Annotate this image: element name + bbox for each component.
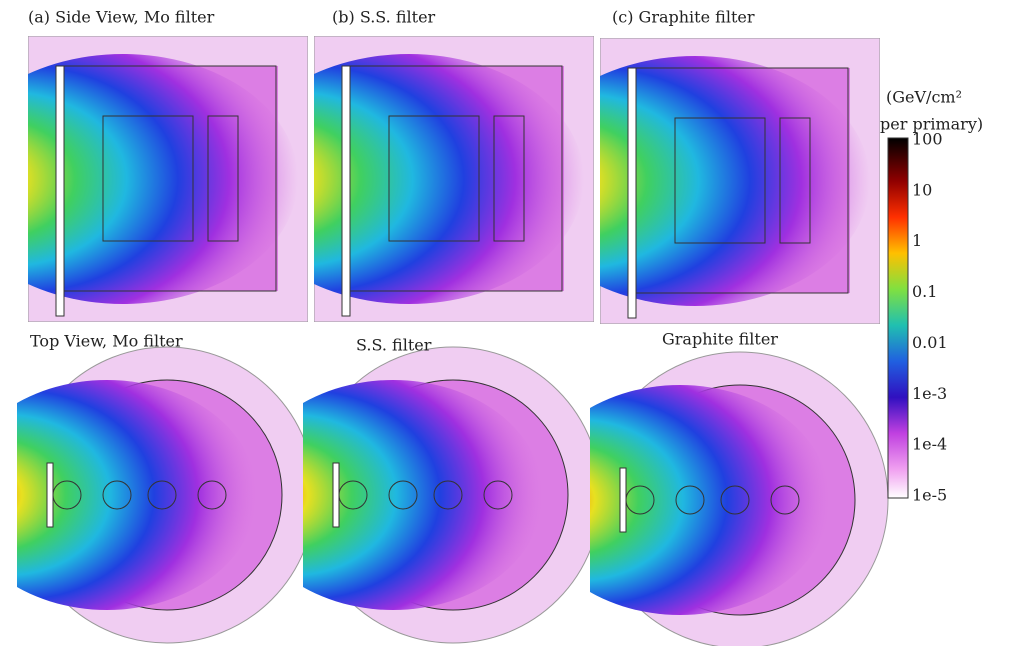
panel-title: S.S. filter bbox=[356, 336, 432, 355]
colorbar-ticks: 100 10 1 0.1 0.01 1e-3 1e-4 1e-5 bbox=[912, 130, 948, 505]
panel-title: (a) Side View, Mo filter bbox=[28, 8, 215, 27]
panel-title: Top View, Mo filter bbox=[30, 332, 183, 351]
top-views bbox=[0, 347, 888, 646]
colorbar-tick-label: 1e-3 bbox=[912, 384, 947, 403]
colorbar-tick-label: 0.01 bbox=[912, 333, 948, 352]
colorbar-tick-label: 1e-4 bbox=[912, 435, 947, 454]
heatmap bbox=[0, 36, 308, 322]
colorbar-tick-label: 10 bbox=[912, 180, 932, 199]
side-views bbox=[0, 36, 880, 324]
panel-title: (b) S.S. filter bbox=[332, 8, 436, 27]
panel-title: (c) Graphite filter bbox=[612, 8, 755, 27]
colorbar: (GeV/cm² per primary) 1001010.10.011e-31… bbox=[880, 88, 983, 505]
colorbar-units: (GeV/cm² bbox=[886, 88, 962, 107]
heatmap bbox=[0, 347, 315, 643]
colorbar-tick-label: 0.1 bbox=[912, 282, 937, 301]
colorbar-scale bbox=[887, 137, 909, 499]
colorbar-units: per primary) bbox=[880, 115, 983, 134]
panel-title: Graphite filter bbox=[662, 330, 778, 349]
colorbar-tick-label: 100 bbox=[912, 130, 943, 149]
colorbar-tick-label: 1 bbox=[912, 231, 922, 250]
colorbar-tick-label: 1e-5 bbox=[912, 486, 947, 505]
